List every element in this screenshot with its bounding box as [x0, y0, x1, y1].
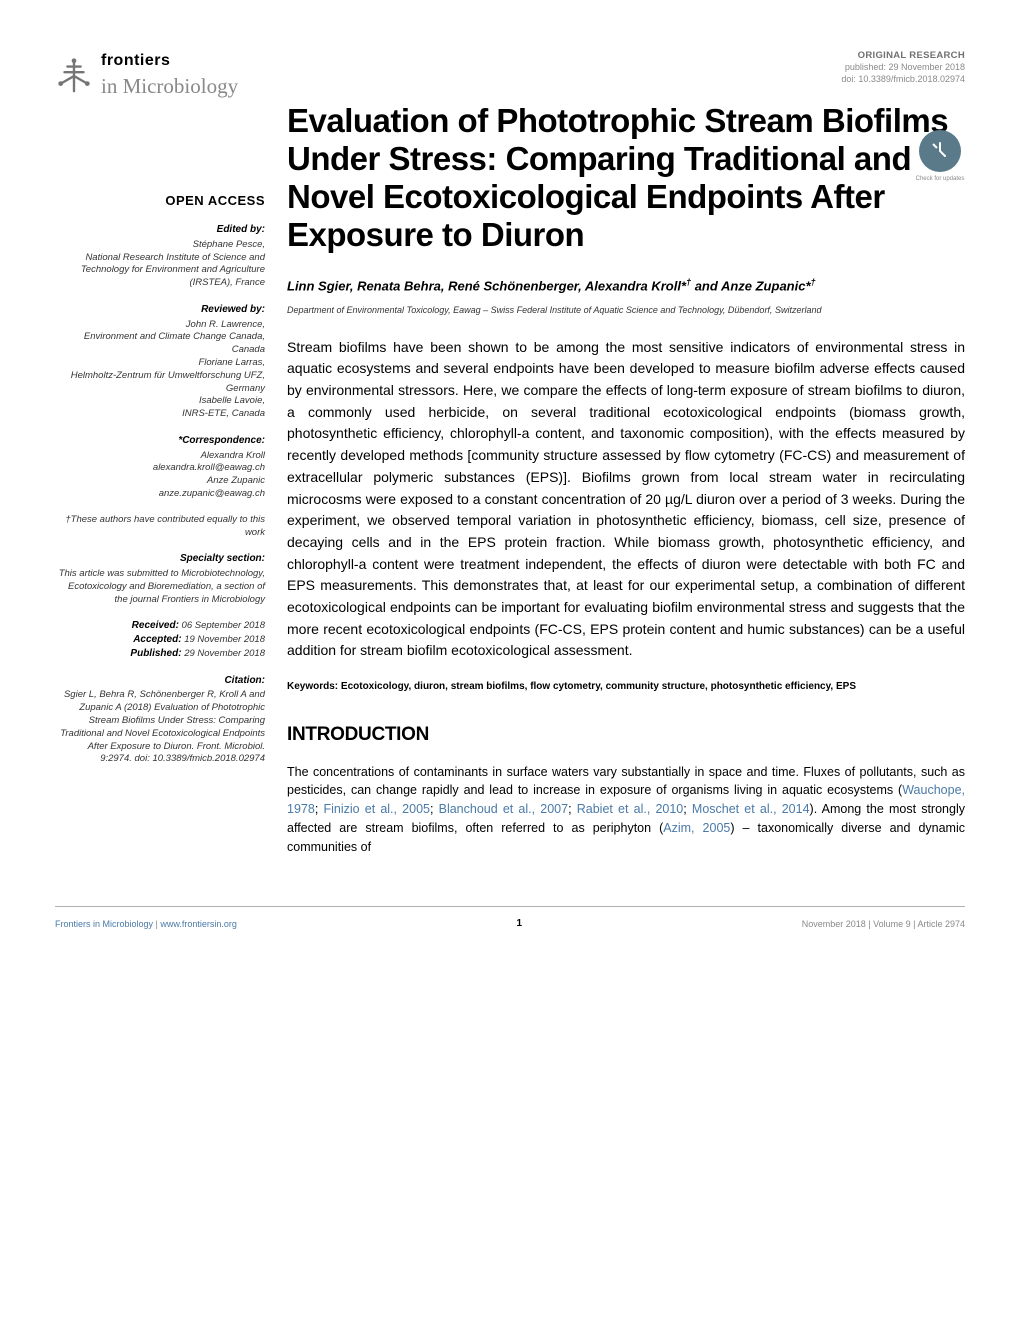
reviewer-3-name: Isabelle Lavoie, — [55, 395, 265, 408]
open-access-label: OPEN ACCESS — [55, 192, 265, 210]
reviewer-2-affiliation: Helmholtz-Zentrum für Umweltforschung UF… — [55, 370, 265, 396]
specialty-section-label: Specialty section: — [55, 552, 265, 566]
reference-link[interactable]: Blanchoud et al., 2007 — [439, 802, 568, 816]
reviewed-by-label: Reviewed by: — [55, 303, 265, 317]
reference-link[interactable]: Moschet et al., 2014 — [692, 802, 810, 816]
citation-label: Citation: — [55, 674, 265, 688]
reference-link[interactable]: Azim, 2005 — [663, 821, 730, 835]
received-label: Received: — [132, 620, 179, 631]
publication-doi: doi: 10.3389/fmicb.2018.02974 — [841, 74, 965, 86]
article-abstract: Stream biofilms have been shown to be am… — [287, 337, 965, 662]
updates-badge-text: Check for updates — [916, 176, 965, 182]
check-updates-badge[interactable]: Check for updates — [915, 130, 965, 183]
reviewer-1-affiliation: Environment and Climate Change Canada, C… — [55, 331, 265, 357]
article-title: Evaluation of Phototrophic Stream Biofil… — [287, 102, 965, 254]
correspondence-label: *Correspondence: — [55, 434, 265, 448]
article-main: Evaluation of Phototrophic Stream Biofil… — [287, 192, 965, 857]
edited-by-label: Edited by: — [55, 223, 265, 237]
accepted-label: Accepted: — [133, 634, 181, 645]
specialty-section-text: This article was submitted to Microbiote… — [55, 568, 265, 606]
accepted-date: 19 November 2018 — [184, 634, 265, 645]
reviewer-3-affiliation: INRS-ETE, Canada — [55, 408, 265, 421]
reference-link[interactable]: Finizio et al., 2005 — [323, 802, 430, 816]
publication-info: ORIGINAL RESEARCH published: 29 November… — [841, 50, 965, 86]
page-header: frontiers in Microbiology ORIGINAL RESEA… — [55, 50, 965, 102]
received-date: 06 September 2018 — [182, 620, 265, 631]
correspondent-1-email: alexandra.kroll@eawag.ch — [55, 462, 265, 475]
editor-affiliation: National Research Institute of Science a… — [55, 252, 265, 290]
updates-circle-icon — [919, 130, 961, 172]
reviewer-2-name: Floriane Larras, — [55, 357, 265, 370]
published-date: 29 November 2018 — [184, 648, 265, 659]
published-label: Published: — [130, 648, 181, 659]
reviewer-1-name: John R. Lawrence, — [55, 319, 265, 332]
article-sidebar: OPEN ACCESS Edited by: Stéphane Pesce, N… — [55, 192, 265, 857]
footer-journal-link[interactable]: Frontiers in Microbiology — [55, 919, 153, 929]
publication-type: ORIGINAL RESEARCH — [841, 50, 965, 62]
editor-name: Stéphane Pesce, — [55, 239, 265, 252]
correspondent-1-name: Alexandra Kroll — [55, 450, 265, 463]
publication-date: published: 29 November 2018 — [841, 62, 965, 74]
contribution-note: †These authors have contributed equally … — [55, 514, 265, 540]
correspondent-2-name: Anze Zupanic — [55, 475, 265, 488]
footer-page-number: 1 — [517, 917, 523, 931]
logo-journal-text: in Microbiology — [101, 72, 238, 101]
footer-url-link[interactable]: www.frontiersin.org — [160, 919, 237, 929]
footer-right: November 2018 | Volume 9 | Article 2974 — [802, 918, 965, 931]
journal-logo: frontiers in Microbiology — [55, 50, 238, 102]
correspondent-2-email: anze.zupanic@eawag.ch — [55, 488, 265, 501]
reference-link[interactable]: Rabiet et al., 2010 — [577, 802, 684, 816]
introduction-paragraph: The concentrations of contaminants in su… — [287, 763, 965, 857]
article-keywords: Keywords: Ecotoxicology, diuron, stream … — [287, 680, 965, 694]
logo-brand-text: frontiers — [101, 50, 238, 72]
citation-text: Sgier L, Behra R, Schönenberger R, Kroll… — [55, 689, 265, 766]
footer-left: Frontiers in Microbiology | www.frontier… — [55, 918, 237, 931]
section-introduction-heading: INTRODUCTION — [287, 722, 965, 749]
frontiers-logo-icon — [55, 57, 93, 95]
article-affiliation: Department of Environmental Toxicology, … — [287, 305, 965, 317]
page-footer: Frontiers in Microbiology | www.frontier… — [55, 906, 965, 931]
article-authors: Linn Sgier, Renata Behra, René Schönenbe… — [287, 276, 965, 296]
